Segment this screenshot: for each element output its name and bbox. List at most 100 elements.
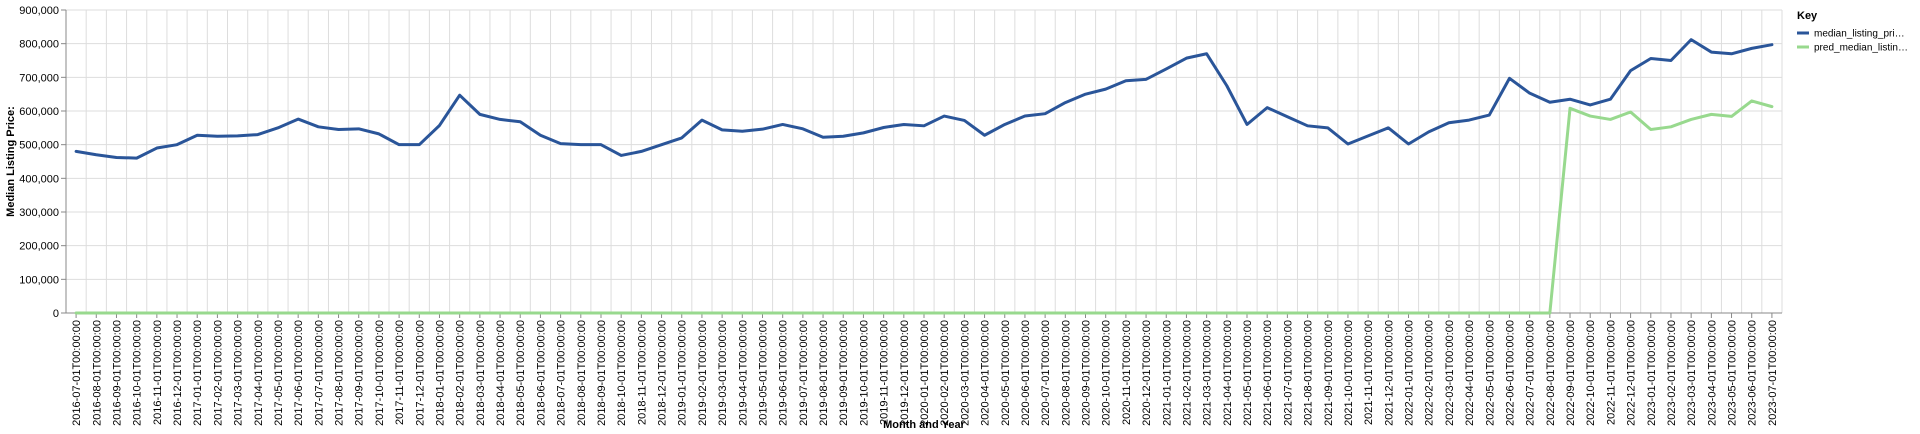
x-tick-label: 2018-02-01T00:00:00 (455, 320, 467, 426)
x-tick-label: 2019-06-01T00:00:00 (778, 320, 790, 426)
x-tick-label: 2020-03-01T00:00:00 (959, 320, 971, 426)
x-tick-label: 2022-11-01T00:00:00 (1605, 320, 1617, 425)
x-tick-label: 2017-03-01T00:00:00 (233, 320, 245, 426)
x-tick-label: 2021-08-01T00:00:00 (1303, 320, 1315, 426)
x-tick-label: 2018-05-01T00:00:00 (515, 320, 527, 426)
y-tick-label: 0 (53, 308, 59, 320)
x-tick-label: 2017-06-01T00:00:00 (293, 320, 305, 426)
x-tick-label: 2017-07-01T00:00:00 (313, 320, 325, 426)
x-tick-label: 2020-11-01T00:00:00 (1121, 320, 1133, 425)
y-tick-label: 200,000 (19, 241, 59, 253)
x-tick-label: 2017-02-01T00:00:00 (212, 320, 224, 426)
x-tick-label: 2022-12-01T00:00:00 (1626, 320, 1638, 426)
x-tick-label: 2018-12-01T00:00:00 (657, 320, 669, 426)
x-tick-label: 2021-03-01T00:00:00 (1202, 320, 1214, 426)
x-tick-label: 2020-06-01T00:00:00 (1020, 320, 1032, 426)
series-line-median-listing-price (74, 38, 1774, 160)
y-tick-label: 100,000 (19, 274, 59, 286)
y-tick-label: 700,000 (19, 72, 59, 84)
x-tick-label: 2018-06-01T00:00:00 (535, 320, 547, 426)
x-tick-label: 2021-01-01T00:00:00 (1161, 320, 1173, 426)
x-tick-label: 2021-11-01T00:00:00 (1363, 320, 1375, 425)
x-tick-label: 2017-10-01T00:00:00 (374, 320, 386, 426)
x-tick-label: 2022-02-01T00:00:00 (1424, 320, 1436, 426)
x-tick-label: 2017-01-01T00:00:00 (192, 320, 204, 426)
y-tick-label: 600,000 (19, 106, 59, 118)
x-tick-label: 2023-01-01T00:00:00 (1646, 320, 1658, 426)
x-tick-label: 2019-12-01T00:00:00 (899, 320, 911, 426)
y-tick-label: 800,000 (19, 39, 59, 51)
x-tick-label: 2018-10-01T00:00:00 (616, 320, 628, 426)
x-tick-label: 2022-05-01T00:00:00 (1484, 320, 1496, 426)
x-tick-label: 2020-09-01T00:00:00 (1081, 320, 1093, 426)
y-tick-label: 500,000 (19, 140, 59, 152)
x-tick-label: 2018-07-01T00:00:00 (556, 320, 568, 426)
x-tick-label: 2022-09-01T00:00:00 (1565, 320, 1577, 426)
x-tick-label: 2017-09-01T00:00:00 (354, 320, 366, 426)
x-tick-label: 2018-04-01T00:00:00 (495, 320, 507, 426)
x-tick-label: 2022-03-01T00:00:00 (1444, 320, 1456, 426)
x-tick-label: 2020-07-01T00:00:00 (1040, 320, 1052, 426)
x-tick-label: 2022-08-01T00:00:00 (1545, 320, 1557, 426)
x-tick-label: 2017-12-01T00:00:00 (414, 320, 426, 426)
x-tick-label: 2019-08-01T00:00:00 (818, 320, 830, 426)
x-tick-label: 2021-07-01T00:00:00 (1282, 320, 1294, 426)
x-tick-label: 2016-11-01T00:00:00 (152, 320, 164, 425)
x-tick-label: 2017-11-01T00:00:00 (394, 320, 406, 425)
x-tick-label: 2023-07-01T00:00:00 (1767, 320, 1779, 426)
x-tick-label: 2023-06-01T00:00:00 (1747, 320, 1759, 426)
x-tick-label: 2017-05-01T00:00:00 (273, 320, 285, 426)
x-tick-label: 2019-03-01T00:00:00 (717, 320, 729, 426)
x-tick-label: 2019-02-01T00:00:00 (697, 320, 709, 426)
x-tick-label: 2021-04-01T00:00:00 (1222, 320, 1234, 426)
x-tick-label: 2018-11-01T00:00:00 (636, 320, 648, 425)
y-axis: 0 100,000 200,000 300,000 400,000 500,000 600,… (19, 5, 67, 320)
legend-title: Key (1797, 10, 1818, 22)
x-tick-label: 2020-08-01T00:00:00 (1060, 320, 1072, 426)
x-tick-label: 2021-12-01T00:00:00 (1383, 320, 1395, 426)
x-axis-title: Month and Year (883, 419, 965, 431)
x-tick-label: 2016-10-01T00:00:00 (132, 320, 144, 426)
x-tick-label: 2021-05-01T00:00:00 (1242, 320, 1254, 426)
x-tick-label: 2021-06-01T00:00:00 (1262, 320, 1274, 426)
x-tick-label: 2019-11-01T00:00:00 (879, 320, 891, 425)
x-tick-label: 2016-12-01T00:00:00 (172, 320, 184, 426)
x-tick-label: 2020-04-01T00:00:00 (980, 320, 992, 426)
y-tick-label: 400,000 (19, 173, 59, 185)
x-tick-label: 2016-08-01T00:00:00 (91, 320, 103, 426)
x-tick-label: 2019-09-01T00:00:00 (838, 320, 850, 426)
y-axis-title: Median Listing Price: (5, 106, 17, 217)
gridlines (65, 9, 1783, 314)
x-tick-label: 2016-09-01T00:00:00 (111, 320, 123, 426)
x-tick-label: 2020-02-01T00:00:00 (939, 320, 951, 426)
x-tick-label: 2018-08-01T00:00:00 (576, 320, 588, 426)
x-tick-label: 2016-07-01T00:00:00 (71, 320, 83, 426)
x-tick-label: 2017-08-01T00:00:00 (334, 320, 346, 426)
x-tick-label: 2022-10-01T00:00:00 (1585, 320, 1597, 426)
series-lines (74, 38, 1774, 315)
x-tick-label: 2023-04-01T00:00:00 (1706, 320, 1718, 426)
x-tick-label: 2019-01-01T00:00:00 (677, 320, 689, 426)
x-tick-label: 2018-03-01T00:00:00 (475, 320, 487, 426)
x-tick-label: 2017-04-01T00:00:00 (253, 320, 265, 426)
x-tick-label: 2022-04-01T00:00:00 (1464, 320, 1476, 426)
x-tick-label: 2020-12-01T00:00:00 (1141, 320, 1153, 426)
x-axis: 2016-07-01T00:00:00 2016-08-01T00:00:00 20… (66, 312, 1782, 426)
x-tick-label: 2022-01-01T00:00:00 (1404, 320, 1416, 426)
y-tick-label: 900,000 (19, 5, 59, 17)
x-tick-label: 2023-02-01T00:00:00 (1666, 320, 1678, 426)
x-tick-label: 2020-01-01T00:00:00 (919, 320, 931, 426)
x-tick-label: 2019-10-01T00:00:00 (858, 320, 870, 426)
x-tick-label: 2019-07-01T00:00:00 (798, 320, 810, 426)
x-tick-label: 2018-01-01T00:00:00 (434, 320, 446, 426)
x-tick-label: 2018-09-01T00:00:00 (596, 320, 608, 426)
x-tick-label: 2019-05-01T00:00:00 (757, 320, 769, 426)
x-tick-label: 2019-04-01T00:00:00 (737, 320, 749, 426)
x-tick-label: 2021-09-01T00:00:00 (1323, 320, 1335, 426)
x-tick-label: 2021-02-01T00:00:00 (1181, 320, 1193, 426)
legend-label: pred_median_listin… (1814, 43, 1908, 54)
legend-label: median_listing_pri… (1814, 29, 1905, 40)
x-tick-label: 2022-06-01T00:00:00 (1504, 320, 1516, 426)
x-tick-label: 2022-07-01T00:00:00 (1525, 320, 1537, 426)
